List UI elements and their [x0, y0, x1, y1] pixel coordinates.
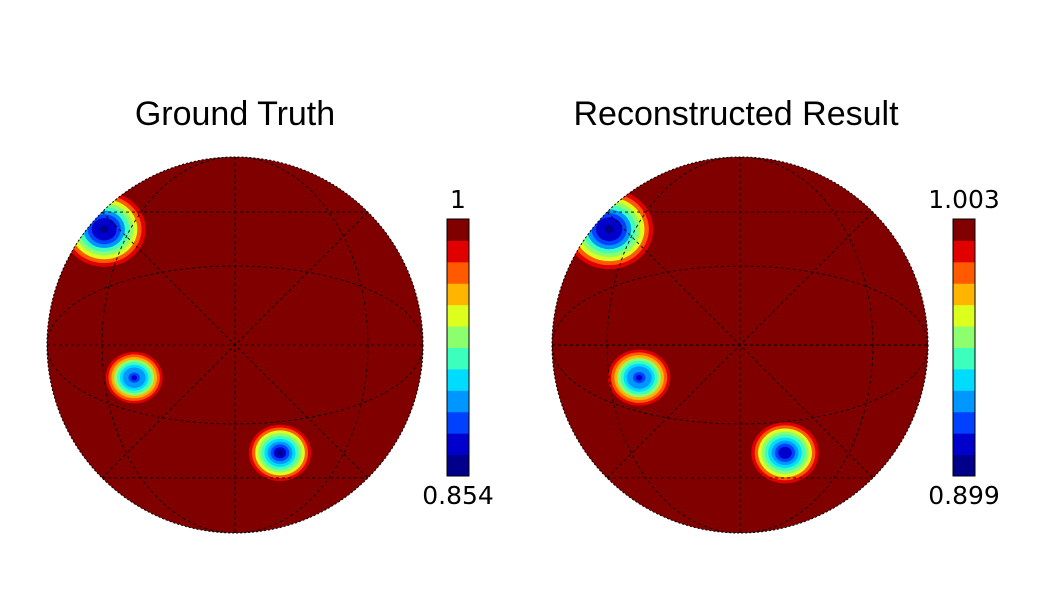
- colorbar-segment: [953, 390, 975, 413]
- sphere-outline: [46, 156, 424, 534]
- colorbar-frame: [446, 218, 470, 477]
- colorbar-segment: [953, 240, 975, 263]
- colorbar-segment: [447, 261, 469, 284]
- colorbar-segment: [447, 304, 469, 327]
- colorbar-segment: [953, 433, 975, 456]
- blob-group: [58, 187, 315, 484]
- anomaly-blob-1: [58, 187, 150, 271]
- left-panel-title: Ground Truth: [134, 95, 336, 133]
- graticule-diagonal: [606, 211, 874, 479]
- graticule-circle: [47, 265, 423, 425]
- anomaly-blob-2: [102, 349, 166, 407]
- right-colorbar-min-label: 0.899: [928, 481, 1000, 510]
- colorbar-segment: [953, 304, 975, 327]
- anomaly-blob-3: [245, 421, 315, 484]
- colorbar-reconstructed: [952, 218, 976, 477]
- graticule-meridian: [606, 157, 874, 533]
- colorbar-segment: [447, 411, 469, 434]
- blob-contour: [100, 225, 109, 234]
- graticule: [47, 157, 423, 533]
- colorbar-segment: [953, 368, 975, 391]
- blob-contour: [636, 374, 643, 381]
- colorbar-segment: [953, 347, 975, 370]
- graticule-diagonal: [101, 211, 369, 479]
- graticule-circle: [552, 265, 928, 425]
- colorbar-segment: [953, 326, 975, 348]
- blob-contour: [604, 225, 614, 234]
- blob-contour: [781, 449, 789, 456]
- colorbar-segment: [953, 219, 975, 241]
- panel-ground-truth: [46, 156, 470, 534]
- right-panel-title: Reconstructed Result: [573, 95, 899, 133]
- blob-group: [560, 185, 823, 487]
- colorbar-segment: [447, 240, 469, 263]
- colorbar-segment: [447, 219, 469, 241]
- colorbar-segment: [447, 368, 469, 391]
- graticule-meridian: [101, 157, 369, 533]
- colorbar-segment: [953, 411, 975, 434]
- blob-contour: [276, 450, 284, 456]
- colorbar-segment: [953, 454, 975, 477]
- colorbar-segment: [447, 347, 469, 370]
- graticule: [552, 157, 928, 533]
- right-colorbar-max-label: 1.003: [928, 185, 1000, 214]
- colorbar-segment: [953, 283, 975, 306]
- blob-contour: [131, 375, 138, 381]
- colorbar-frame: [952, 218, 976, 477]
- anomaly-blob-3: [747, 419, 823, 487]
- colorbar-segment: [953, 261, 975, 284]
- colorbar-ground-truth: [446, 218, 470, 477]
- colorbar-segment: [447, 454, 469, 477]
- anomaly-blob-2: [604, 346, 674, 409]
- sphere-outline: [551, 156, 929, 534]
- colorbar-segment: [447, 283, 469, 306]
- left-colorbar-min-label: 0.854: [422, 481, 494, 510]
- colorbar-segment: [447, 433, 469, 456]
- panel-reconstructed: [551, 156, 976, 534]
- left-colorbar-max-label: 1: [450, 185, 466, 214]
- colorbar-segment: [447, 390, 469, 413]
- colorbar-segment: [447, 326, 469, 348]
- anomaly-blob-1: [560, 185, 658, 274]
